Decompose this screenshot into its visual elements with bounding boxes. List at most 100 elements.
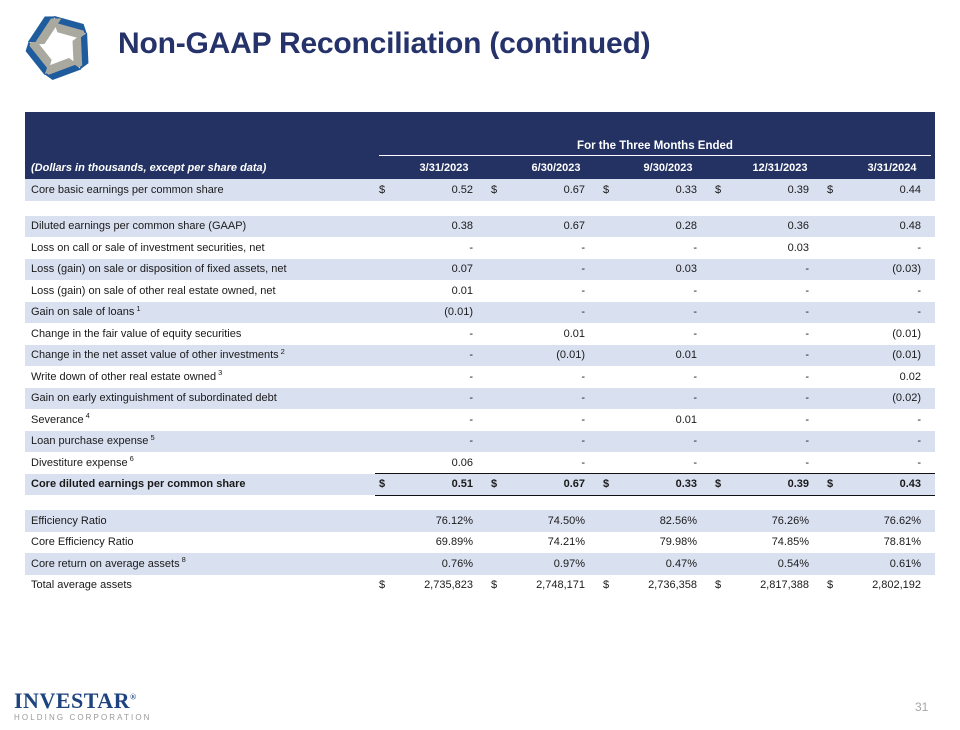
row-value-4: 76.62% [849, 510, 935, 532]
row-currency-2 [599, 553, 625, 575]
footnote-marker: 4 [85, 411, 90, 421]
table-row: Change in the fair value of equity secur… [25, 323, 935, 345]
table-row: Total average assets $2,735,823 $2,748,171… [25, 574, 935, 596]
row-currency-0 [375, 452, 401, 474]
row-value-4: 0.48 [849, 215, 935, 237]
column-header-currency-2 [599, 157, 625, 179]
row-value-1: 2,748,171 [513, 574, 599, 596]
table-row: Change in the net asset value of other i… [25, 344, 935, 366]
row-label: Loss (gain) on sale of other real estate… [25, 280, 375, 302]
row-value-0: - [401, 344, 487, 366]
row-value-1: 0.67 [513, 473, 599, 496]
row-value-2: - [625, 366, 711, 388]
row-currency-0 [375, 237, 401, 259]
row-currency-4 [823, 366, 849, 388]
row-value-3: 0.54% [737, 553, 823, 575]
row-currency-3 [711, 301, 737, 323]
group-header-pad [25, 138, 375, 157]
row-currency-0 [375, 280, 401, 302]
row-value-0: 0.38 [401, 215, 487, 237]
row-currency-3 [711, 215, 737, 237]
table-spacer-cell [25, 495, 935, 510]
row-currency-3 [711, 531, 737, 553]
row-currency-1: $ [487, 574, 513, 596]
row-value-4: - [849, 452, 935, 474]
row-currency-0: $ [375, 179, 401, 201]
row-value-4: - [849, 237, 935, 259]
row-value-1: - [513, 452, 599, 474]
group-header-text: For the Three Months Ended [379, 140, 931, 156]
column-header-currency-1 [487, 157, 513, 179]
row-value-1: - [513, 387, 599, 409]
row-value-3: 74.85% [737, 531, 823, 553]
table-row: Core return on average assets 8 0.76% 0.97%… [25, 553, 935, 575]
investar-pinwheel-logo [25, 15, 89, 81]
table-column-header-row: (Dollars in thousands, except per share … [25, 157, 935, 179]
row-currency-1 [487, 430, 513, 452]
row-label: Core diluted earnings per common share [25, 473, 375, 495]
table-row: Loan purchase expense 5 - - - - - [25, 430, 935, 452]
row-label: Diluted earnings per common share (GAAP) [25, 215, 375, 237]
row-currency-1 [487, 344, 513, 366]
row-currency-1 [487, 387, 513, 409]
non-gaap-reconciliation-table: For the Three Months Ended (Dollars in th… [25, 112, 935, 596]
row-currency-2: $ [599, 179, 625, 201]
row-value-0: (0.01) [401, 301, 487, 323]
row-currency-3: $ [711, 179, 737, 201]
row-currency-1: $ [487, 179, 513, 201]
group-header-label: For the Three Months Ended [375, 138, 935, 157]
page-number: 31 [915, 700, 929, 714]
row-currency-3 [711, 237, 737, 259]
row-currency-4 [823, 323, 849, 345]
row-value-4: - [849, 430, 935, 452]
row-currency-0 [375, 366, 401, 388]
footnote-marker: 1 [136, 303, 141, 313]
row-currency-1: $ [487, 473, 513, 496]
row-value-3: - [737, 430, 823, 452]
footnote-marker: 6 [129, 454, 134, 464]
row-currency-3 [711, 452, 737, 474]
row-label: Total average assets [25, 574, 375, 596]
row-currency-2: $ [599, 473, 625, 496]
row-value-4: (0.02) [849, 387, 935, 409]
row-currency-2 [599, 301, 625, 323]
row-currency-4 [823, 237, 849, 259]
row-value-1: - [513, 409, 599, 431]
column-header-1: 6/30/2023 [513, 157, 599, 179]
row-value-2: 0.47% [625, 553, 711, 575]
table-row: Loss on call or sale of investment secur… [25, 237, 935, 259]
row-value-4: (0.01) [849, 323, 935, 345]
row-value-1: 0.97% [513, 553, 599, 575]
row-currency-4: $ [823, 179, 849, 201]
row-currency-4 [823, 510, 849, 532]
table-row: Efficiency Ratio 76.12% 74.50% 82.56% 76.26%… [25, 510, 935, 532]
table-row: Write down of other real estate owned 3 - -… [25, 366, 935, 388]
row-value-2: 79.98% [625, 531, 711, 553]
row-value-4: - [849, 280, 935, 302]
row-label: Severance 4 [25, 409, 375, 431]
row-value-4: 2,802,192 [849, 574, 935, 596]
row-value-1: - [513, 366, 599, 388]
column-header-0: 3/31/2023 [401, 157, 487, 179]
row-value-1: 0.01 [513, 323, 599, 345]
row-currency-3 [711, 510, 737, 532]
row-currency-0 [375, 553, 401, 575]
row-currency-0 [375, 323, 401, 345]
row-currency-1 [487, 531, 513, 553]
table-row: Divestiture expense 6 0.06 - - - - [25, 452, 935, 474]
row-value-2: - [625, 301, 711, 323]
column-header-2: 9/30/2023 [625, 157, 711, 179]
row-label: Loan purchase expense 5 [25, 430, 375, 452]
row-value-0: 76.12% [401, 510, 487, 532]
row-value-2: - [625, 430, 711, 452]
row-currency-4 [823, 430, 849, 452]
row-currency-3: $ [711, 574, 737, 596]
row-value-4: 78.81% [849, 531, 935, 553]
footnote-marker: 5 [150, 432, 155, 442]
row-currency-2 [599, 215, 625, 237]
row-value-1: - [513, 237, 599, 259]
row-currency-0 [375, 430, 401, 452]
row-currency-1 [487, 452, 513, 474]
row-value-4: 0.61% [849, 553, 935, 575]
row-currency-0 [375, 258, 401, 280]
